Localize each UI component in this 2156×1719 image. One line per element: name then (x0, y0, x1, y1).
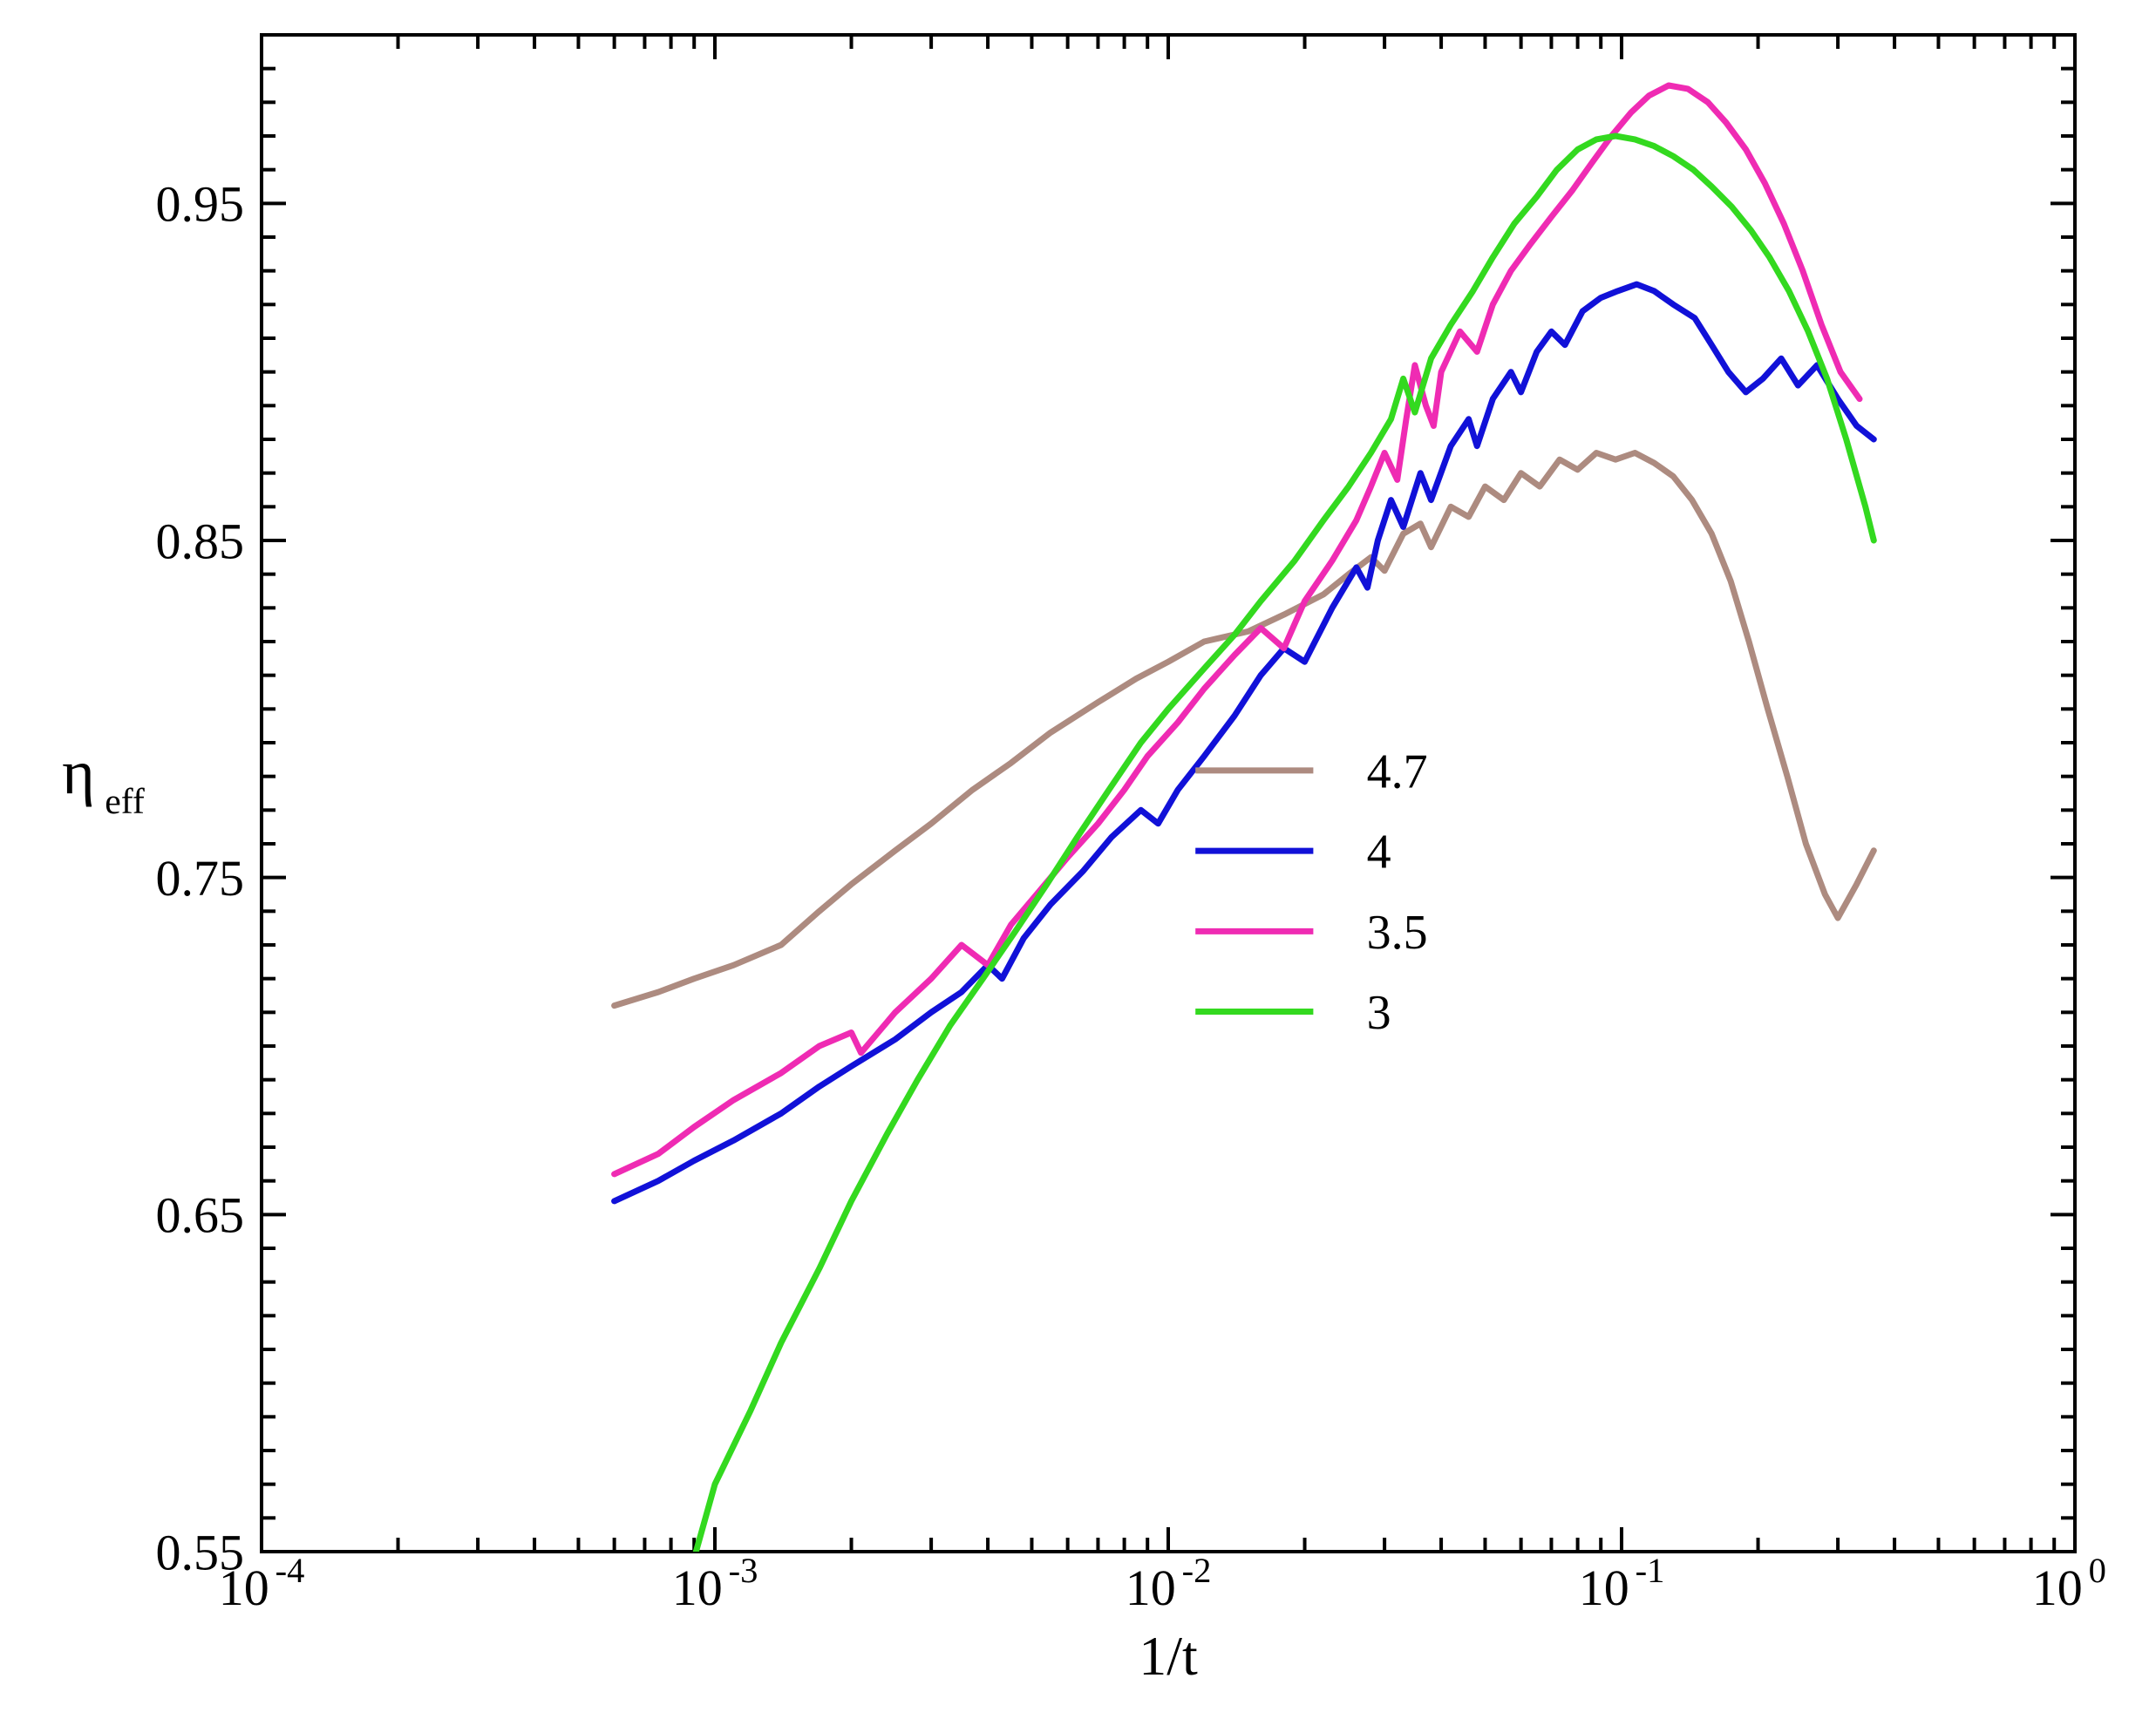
series-line-3 (694, 136, 1874, 1559)
legend-label-4: 4 (1367, 826, 1391, 880)
svg-text:η: η (62, 737, 95, 807)
legend-label-3: 3 (1367, 986, 1391, 1040)
svg-text:10: 10 (2032, 1559, 2083, 1616)
x-axis-label: 1/t (1139, 1625, 1198, 1687)
svg-text:-3: -3 (729, 1551, 758, 1590)
y-tick-label: 0.85 (156, 513, 245, 569)
y-tick-label: 0.65 (156, 1187, 245, 1244)
series-line-4 (615, 284, 1874, 1201)
svg-text:10: 10 (672, 1559, 723, 1616)
x-tick-label: 10-2 (1126, 1551, 1212, 1616)
svg-text:-1: -1 (1636, 1551, 1665, 1590)
line-chart: 10-410-310-210-11001/t0.550.650.750.850.… (0, 0, 2156, 1719)
y-tick-label: 0.75 (156, 850, 245, 907)
svg-text:-4: -4 (275, 1551, 305, 1590)
x-tick-label: 100 (2032, 1551, 2106, 1616)
legend-label-3.5: 3.5 (1367, 906, 1428, 960)
svg-text:eff: eff (105, 782, 145, 822)
svg-text:10: 10 (1579, 1559, 1629, 1616)
y-axis-label: ηeff (62, 737, 145, 822)
svg-text:-2: -2 (1182, 1551, 1212, 1590)
svg-text:0: 0 (2089, 1551, 2106, 1590)
legend-label-4.7: 4.7 (1367, 745, 1428, 799)
svg-text:10: 10 (1126, 1559, 1176, 1616)
x-tick-label: 10-1 (1579, 1551, 1665, 1616)
chart-container: 10-410-310-210-11001/t0.550.650.750.850.… (0, 0, 2156, 1719)
series-line-4.7 (615, 453, 1874, 1006)
y-tick-label: 0.95 (156, 176, 245, 233)
y-tick-label: 0.55 (156, 1524, 245, 1580)
x-tick-label: 10-3 (672, 1551, 758, 1616)
